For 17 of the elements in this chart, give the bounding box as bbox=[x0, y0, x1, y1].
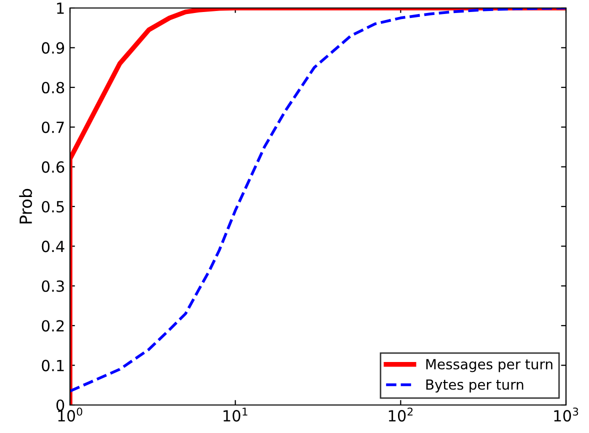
y-tick-label: 0.4 bbox=[42, 240, 64, 252]
y-tick-label: 0.9 bbox=[42, 42, 64, 54]
y-tick-label: 0.7 bbox=[42, 122, 64, 134]
y-tick-label: 0 bbox=[56, 399, 64, 412]
y-tick-label: 0.1 bbox=[42, 360, 64, 372]
y-tick-label: 0.3 bbox=[42, 280, 64, 292]
y-tick-label: 0.5 bbox=[42, 200, 64, 213]
legend-label: Messages per turn bbox=[426, 359, 552, 372]
y-tick-label: 0.6 bbox=[42, 161, 64, 173]
y-tick-label: 0.2 bbox=[42, 320, 64, 332]
y-axis-title: Prob bbox=[19, 188, 32, 224]
y-tick-label: 1 bbox=[57, 2, 64, 14]
x-tick-label: 10$^{3}$ bbox=[554, 408, 578, 422]
x-tick-label: 10$^{2}$ bbox=[388, 408, 413, 422]
x-tick-label: 10$^{1}$ bbox=[224, 408, 248, 422]
legend-label: Bytes per turn bbox=[426, 379, 524, 392]
y-tick-label: 0.8 bbox=[42, 82, 64, 94]
